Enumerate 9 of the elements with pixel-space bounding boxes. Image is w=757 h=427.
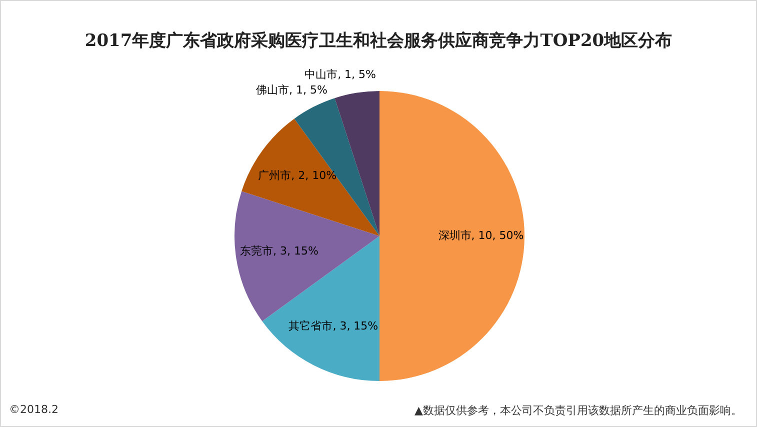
chart-title: 2017年度广东省政府采购医疗卫生和社会服务供应商竞争力TOP20地区分布 bbox=[84, 30, 674, 52]
slice-label: 中山市, 1, 5% bbox=[304, 68, 376, 81]
text: ©2018.2 bbox=[9, 403, 58, 416]
slice-label: 东莞市, 3, 15% bbox=[240, 244, 318, 258]
slice-label: 广州市, 2, 10% bbox=[258, 169, 337, 182]
slice-label: 其它省市, 3, 15% bbox=[288, 319, 378, 332]
text: ▲数据仅供参考，本公司不负责引用该数据所产生的商业负面影响。 bbox=[414, 403, 742, 418]
slice-label: 佛山市, 1, 5% bbox=[256, 84, 328, 97]
slice-label: 深圳市, 10, 50% bbox=[438, 228, 524, 242]
